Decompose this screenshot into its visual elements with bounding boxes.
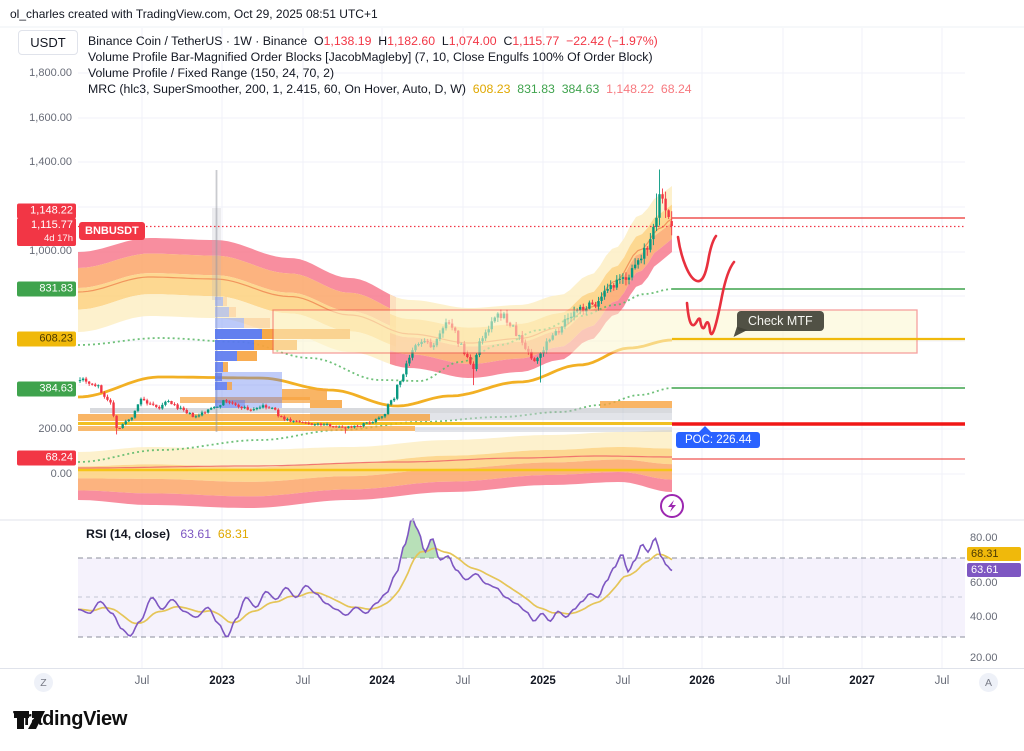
legend-part: 831.83 xyxy=(510,82,555,96)
symbol-legend-row[interactable]: Binance Coin / TetherUS · 1W · Binance O… xyxy=(88,33,692,49)
rsi-axis-badge: 68.31 xyxy=(967,547,1021,561)
legend-part: MRC (hlc3, SuperSmoother, 200, 1, 2.415,… xyxy=(88,82,466,96)
scroll-left-button[interactable]: Z xyxy=(34,673,53,692)
legend-part: H xyxy=(371,34,388,48)
time-axis-tick: Jul xyxy=(455,675,471,687)
time-axis-tick: 2024 xyxy=(369,675,395,687)
credit-line: ol_charles created with TradingView.com,… xyxy=(10,7,378,21)
price-axis-badge: 831.83 xyxy=(17,281,76,297)
time-axis-tick: Jul xyxy=(615,675,631,687)
mrc-legend-row[interactable]: MRC (hlc3, SuperSmoother, 200, 1, 2.415,… xyxy=(88,81,692,97)
price-axis-label: 1,600.00 xyxy=(29,112,72,124)
tradingview-logo[interactable]: TradingView xyxy=(13,708,127,731)
legend-part: 1,115.77 xyxy=(512,34,560,48)
legend-part: −22.42 (−1.97%) xyxy=(559,34,658,48)
legend-part: 1,148.22 xyxy=(599,82,655,96)
time-axis-tick: 2025 xyxy=(530,675,556,687)
legend-part: 1,138.19 xyxy=(323,34,372,48)
time-axis-tick: Jul xyxy=(934,675,950,687)
legend-part: 68.24 xyxy=(654,82,692,96)
price-axis-badge: 384.63 xyxy=(17,381,76,397)
price-axis-label: 1,000.00 xyxy=(29,245,72,257)
time-axis[interactable]: Z Jul 2023 Jul 2024 Jul 2025 Jul 2026 Jul 2027 Jul… xyxy=(0,668,1024,697)
volume-profile-ob-legend-row[interactable]: Volume Profile Bar-Magnified Order Block… xyxy=(88,50,653,64)
bar-countdown: 4d 17h xyxy=(43,233,73,244)
price-axis-badge: 1,148.22 xyxy=(17,203,76,219)
legend-part: Binance Coin / TetherUS · 1W · Binance xyxy=(88,34,308,48)
symbol-price-marker: BNBUSDT xyxy=(79,222,145,240)
price-axis-label: 0.00 xyxy=(50,468,72,480)
rsi-legend-row[interactable]: RSI (14, close) 63.61 68.31 xyxy=(86,527,249,541)
legend-part: L xyxy=(435,34,449,48)
price-axis-badge: 1,115.77 4d 17h xyxy=(17,218,76,246)
time-axis-tick: Jul xyxy=(134,675,150,687)
price-axis-badge: 608.23 xyxy=(17,331,76,347)
scroll-right-button[interactable]: A xyxy=(979,673,998,692)
rsi-values: 63.61 68.31 xyxy=(173,527,248,541)
rsi-axis-label: 40.00 xyxy=(970,611,998,623)
legend-part: C xyxy=(496,34,513,48)
price-axis-label: 1,400.00 xyxy=(29,156,72,168)
currency-toggle-button[interactable]: USDT xyxy=(18,30,78,55)
legend-part: O xyxy=(307,34,324,48)
time-axis-tick: Jul xyxy=(295,675,311,687)
rsi-axis-badge: 63.61 xyxy=(967,563,1021,577)
price-axis-label: 200.00 xyxy=(38,423,72,435)
rsi-label: RSI (14, close) xyxy=(86,527,171,541)
rsi-axis-label: 20.00 xyxy=(970,652,998,664)
time-axis-tick: 2027 xyxy=(849,675,875,687)
check-mtf-callout[interactable]: Check MTF xyxy=(737,311,824,331)
rsi-axis-label: 80.00 xyxy=(970,532,998,544)
legend-part: 1,074.00 xyxy=(448,34,497,48)
legend-part: 1,182.60 xyxy=(387,34,436,48)
legend-part: 608.23 xyxy=(465,82,511,96)
volume-profile-fr-legend-row[interactable]: Volume Profile / Fixed Range (150, 24, 7… xyxy=(88,66,335,80)
time-axis-tick: 2026 xyxy=(689,675,715,687)
price-axis-label: 1,800.00 xyxy=(29,67,72,79)
poc-price-label: POC: 226.44 xyxy=(676,426,761,448)
rsi-value: 68.31 xyxy=(211,527,249,541)
time-axis-tick: Jul xyxy=(775,675,791,687)
time-axis-tick: 2023 xyxy=(209,675,235,687)
tradingview-logo-icon xyxy=(14,711,45,729)
legend-part: 384.63 xyxy=(554,82,600,96)
indicator-legend: Binance Coin / TetherUS · 1W · Binance O… xyxy=(88,33,692,97)
rsi-value: 63.61 xyxy=(173,527,212,541)
price-axis-badge: 68.24 xyxy=(17,450,76,466)
rsi-axis-label: 60.00 xyxy=(970,577,998,589)
